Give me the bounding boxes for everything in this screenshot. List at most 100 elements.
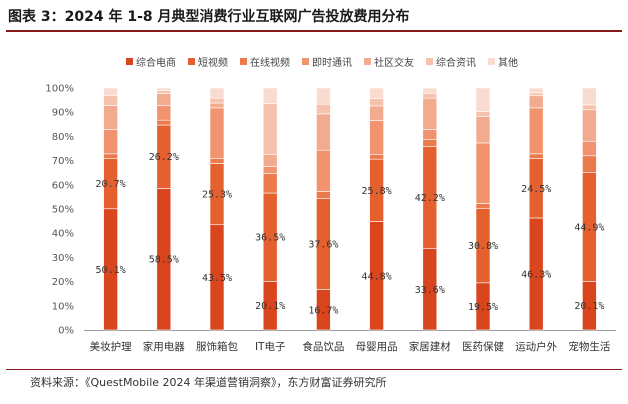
y-tick-label: 50% — [52, 205, 74, 216]
x-category-label: 美妆护理 — [90, 340, 132, 353]
bar-segment — [422, 139, 438, 147]
legend-swatch — [426, 58, 433, 65]
bar-segment — [316, 191, 331, 199]
bar-segment — [156, 87, 172, 91]
bar-segment — [422, 129, 438, 140]
source-note: 资料来源：《QuestMobile 2024 年渠道营销洞察》，东方财富证券研究… — [30, 376, 387, 389]
y-tick-label: 70% — [52, 156, 74, 167]
x-category-label: 家用电器 — [143, 340, 185, 353]
bar-segment — [528, 95, 544, 109]
data-label: 43.5% — [202, 273, 232, 284]
legend-label: 其他 — [498, 58, 518, 69]
bar-segment — [369, 120, 384, 155]
bar-segment — [156, 105, 172, 121]
data-label: 24.5% — [521, 184, 551, 195]
x-category-label: 家居建材 — [409, 340, 451, 353]
bar-segment — [262, 173, 278, 194]
legend-label: 综合电商 — [136, 58, 176, 69]
x-category-label: 母婴用品 — [356, 341, 398, 353]
bar-segment — [103, 105, 118, 130]
data-label: 16.7% — [308, 305, 338, 316]
bar-segment — [528, 87, 544, 94]
data-label: 20.1% — [255, 301, 285, 312]
bar-segment — [475, 116, 491, 144]
x-category-label: 服饰箱包 — [196, 340, 238, 353]
y-tick-label: 10% — [52, 301, 74, 312]
bar-segment — [103, 129, 118, 155]
bar-segment — [262, 154, 278, 167]
legend-item: 其他 — [488, 54, 518, 69]
legend-swatch — [302, 58, 309, 65]
x-category-label: 医药保健 — [462, 340, 504, 353]
legend-item: 即时通讯 — [302, 54, 352, 69]
bar-segment — [209, 102, 225, 109]
y-tick-label: 60% — [52, 180, 74, 191]
bar-segment — [369, 87, 384, 99]
legend-item: 在线视频 — [240, 54, 290, 69]
bar-segment — [156, 90, 172, 94]
y-tick-label: 40% — [52, 229, 74, 240]
bar-segment — [262, 87, 278, 104]
y-tick-label: 0% — [58, 326, 74, 337]
legend-item: 综合电商 — [126, 54, 176, 69]
data-label: 50.1% — [96, 265, 126, 276]
data-label: 25.8% — [362, 186, 392, 197]
bar-segment — [262, 166, 278, 174]
x-category-label: 运动户外 — [515, 340, 557, 353]
chart-legend: 综合电商 短视频 在线视频 即时通讯 社区交友 综合资讯 其他 — [126, 54, 518, 69]
bar-segment — [209, 158, 225, 164]
bar-segment — [316, 113, 331, 151]
bar-segment — [316, 149, 331, 192]
y-tick-label: 100% — [45, 84, 74, 95]
data-label: 58.5% — [149, 255, 179, 266]
legend-swatch — [240, 58, 247, 65]
data-label: 20.1% — [574, 301, 604, 312]
bar-segment — [475, 111, 491, 117]
data-label: 44.8% — [362, 271, 392, 282]
y-tick-label: 30% — [52, 253, 74, 264]
y-tick-label: 90% — [52, 108, 74, 119]
data-label: 33.6% — [415, 285, 445, 296]
title-rule — [6, 30, 622, 32]
source-rule — [6, 369, 622, 370]
bar-segment — [316, 103, 331, 115]
bar-segment — [582, 109, 597, 142]
bar-segment — [209, 97, 225, 104]
bar-segment — [475, 203, 491, 209]
data-label: 19.5% — [468, 302, 498, 313]
legend-label: 社区交友 — [374, 58, 414, 69]
bar-segment — [262, 103, 278, 155]
bar-segment — [369, 105, 384, 121]
legend-item: 综合资讯 — [426, 54, 476, 69]
legend-item: 社区交友 — [364, 54, 414, 69]
bar-segment — [103, 153, 118, 159]
bar-segment — [582, 104, 597, 111]
legend-swatch — [364, 58, 371, 65]
data-label: 25.3% — [202, 190, 232, 201]
bar-segment — [103, 87, 118, 97]
stacked-bar-chart: 0% 10% 20% 30% 40% 50% 60% 70% 80% 90% 100% 50.1% 20… — [45, 84, 616, 353]
bar-segment — [209, 87, 225, 99]
data-label: 37.6% — [308, 240, 338, 251]
bar-segment — [369, 154, 384, 160]
bar-segment — [369, 98, 384, 107]
legend-label: 在线视频 — [250, 58, 290, 69]
bar-segment — [528, 92, 544, 97]
y-tick-label: 20% — [52, 277, 74, 288]
bar-segment — [103, 95, 118, 106]
data-label: 44.9% — [574, 223, 604, 234]
data-label: 26.2% — [149, 152, 179, 163]
legend-label: 短视频 — [198, 58, 228, 69]
bar-segment — [528, 153, 544, 159]
data-label: 42.2% — [415, 193, 445, 204]
bar-segment — [156, 119, 172, 126]
bar-segment — [422, 97, 438, 130]
bar-segment — [475, 142, 491, 204]
data-label: 46.3% — [521, 269, 551, 280]
legend-swatch — [126, 58, 133, 65]
data-label: 36.5% — [255, 233, 285, 244]
bar-segment — [582, 87, 597, 106]
bar-segment — [422, 93, 438, 99]
legend-swatch — [488, 58, 495, 65]
data-label: 20.7% — [96, 179, 126, 190]
